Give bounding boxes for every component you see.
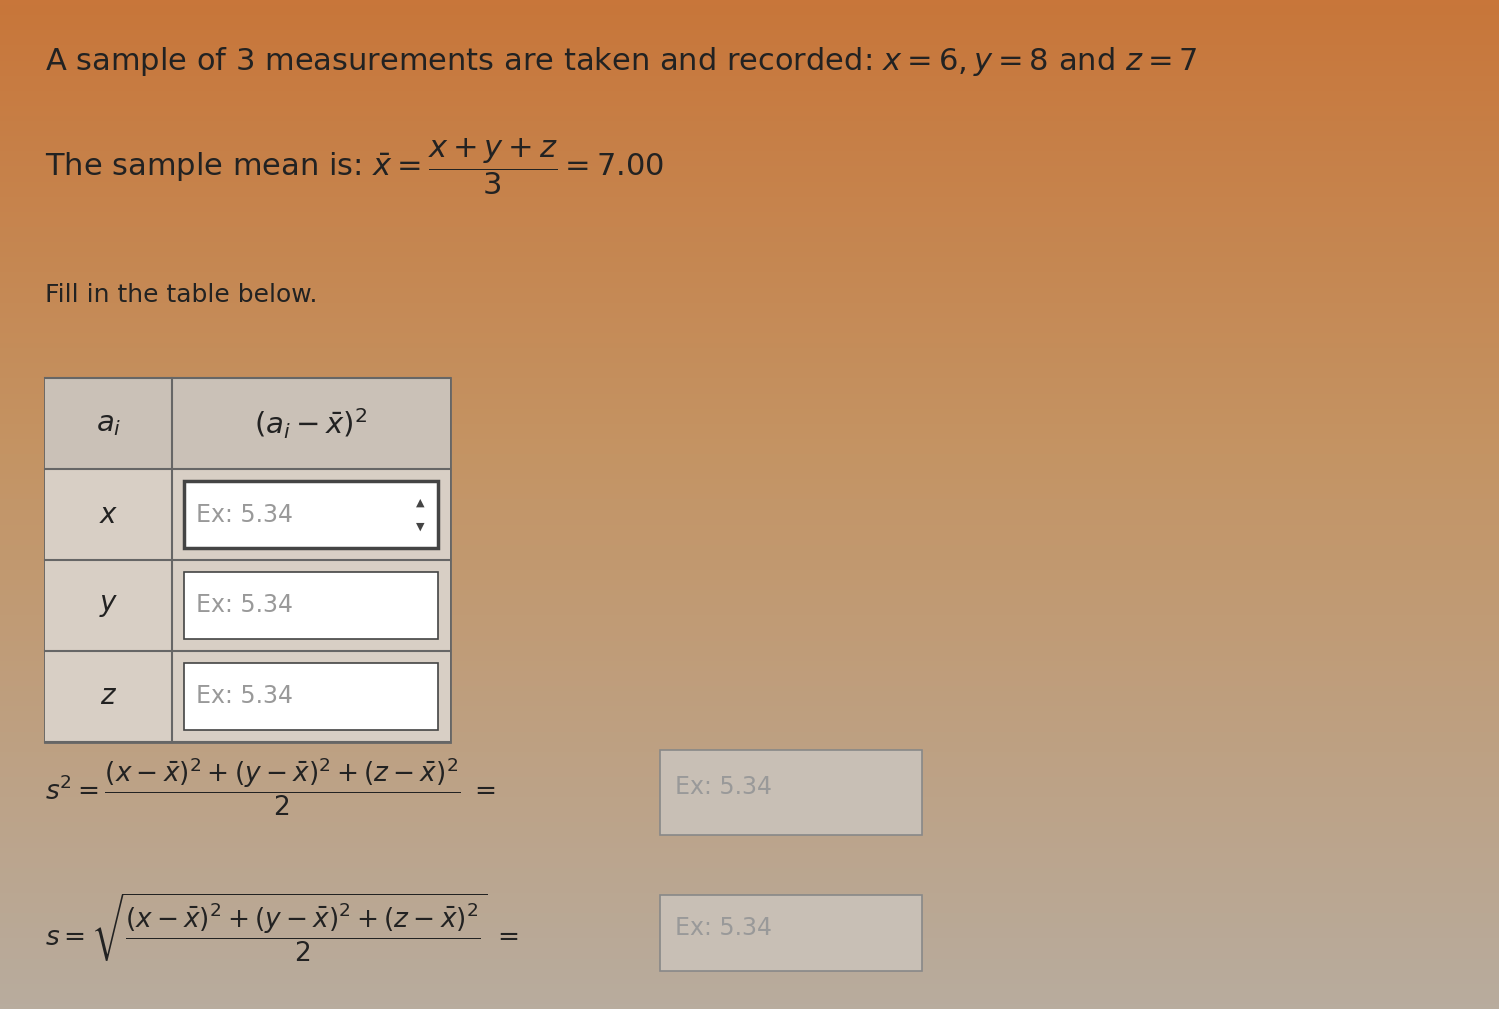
Text: $s^2 = \dfrac{(x-\bar{x})^2+(y-\bar{x})^2+(z-\bar{x})^2}{2}$$\;=$: $s^2 = \dfrac{(x-\bar{x})^2+(y-\bar{x})^… [45, 756, 495, 818]
Text: Fill in the table below.: Fill in the table below. [45, 283, 318, 307]
Text: Ex: 5.34: Ex: 5.34 [675, 916, 772, 940]
Bar [45, 651, 450, 742]
Text: Ex: 5.34: Ex: 5.34 [196, 593, 294, 618]
Text: $s = \sqrt{\dfrac{(x-\bar{x})^2+(y-\bar{x})^2+(z-\bar{x})^2}{2}}$$\;=$: $s = \sqrt{\dfrac{(x-\bar{x})^2+(y-\bar{… [45, 892, 519, 965]
Text: Ex: 5.34: Ex: 5.34 [196, 502, 294, 527]
Bar [184, 572, 438, 639]
Bar [45, 469, 450, 560]
Text: Ex: 5.34: Ex: 5.34 [675, 775, 772, 799]
Text: $(a_i - \bar{x})^2$: $(a_i - \bar{x})^2$ [255, 407, 367, 441]
Bar [660, 895, 922, 971]
Text: The sample mean is: $\bar{x} = \dfrac{x+y+z}{3} = 7.00$: The sample mean is: $\bar{x} = \dfrac{x+… [45, 136, 664, 197]
Text: A sample of 3 measurements are taken and recorded: $x = 6, y = 8$ and $z = 7$: A sample of 3 measurements are taken and… [45, 45, 1198, 79]
Bar [45, 560, 450, 651]
Text: ▼: ▼ [415, 522, 424, 532]
Text: $a_i$: $a_i$ [96, 410, 121, 438]
Bar [660, 750, 922, 835]
Text: ▲: ▲ [415, 497, 424, 508]
Text: Ex: 5.34: Ex: 5.34 [196, 684, 294, 708]
Bar [45, 378, 450, 469]
Bar [184, 481, 438, 548]
Text: $z$: $z$ [100, 682, 117, 710]
Bar [45, 378, 450, 742]
Text: $x$: $x$ [99, 500, 118, 529]
Bar [184, 663, 438, 730]
Text: $y$: $y$ [99, 591, 118, 620]
